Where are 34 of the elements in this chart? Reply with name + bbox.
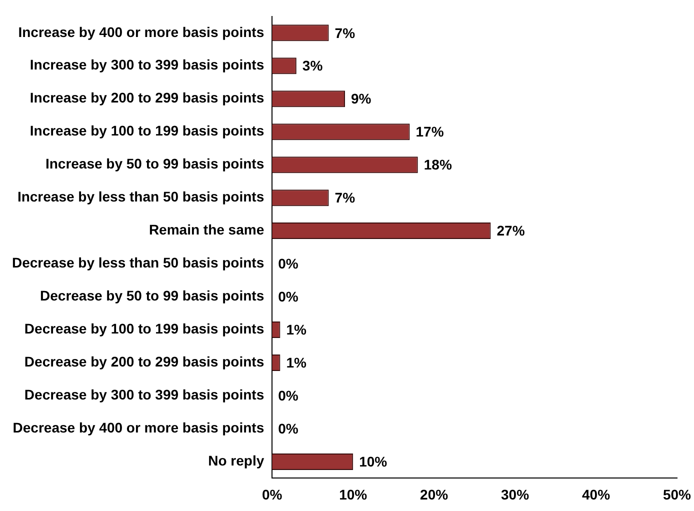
data-label: 1% — [286, 354, 307, 371]
y-tick-label: Decrease by 50 to 99 basis points — [40, 288, 264, 304]
y-tick-label: Increase by 200 to 299 basis points — [30, 90, 264, 106]
y-tick-label: Increase by 400 or more basis points — [18, 24, 264, 40]
y-tick-label: Decrease by less than 50 basis points — [12, 254, 264, 271]
data-label: 9% — [350, 90, 372, 107]
y-tick-label: Decrease by 300 to 399 basis points — [24, 386, 264, 403]
data-label: 3% — [302, 58, 324, 74]
data-label: 10% — [359, 454, 388, 470]
data-label: 18% — [424, 156, 452, 173]
x-tick-label: 40% — [582, 486, 611, 502]
data-label: 0% — [278, 256, 299, 272]
data-label: 17% — [416, 124, 444, 140]
y-tick-label: Decrease by 400 or more basis points — [12, 420, 264, 436]
y-tick-label: Remain the same — [148, 222, 264, 238]
data-label: 7% — [334, 24, 356, 41]
data-label: 0% — [278, 288, 299, 305]
x-tick-label: 20% — [420, 486, 449, 502]
y-tick-label: Increase by 300 to 399 basis points — [30, 56, 264, 73]
x-tick-label: 0% — [262, 486, 283, 502]
y-tick-label: No reply — [208, 452, 264, 469]
x-tick-label: 10% — [339, 486, 368, 502]
y-tick-label: Increase by 50 to 99 basis points — [45, 156, 264, 172]
data-label: 1% — [286, 322, 307, 338]
y-tick-label: Decrease by 100 to 199 basis points — [24, 320, 264, 337]
x-tick-label: 50% — [662, 486, 692, 502]
data-label: 0% — [278, 388, 299, 404]
y-tick-label: Increase by 100 to 199 basis points — [30, 122, 264, 139]
y-tick-label: Increase by less than 50 basis points — [17, 188, 264, 205]
y-tick-label: Decrease by 200 to 299 basis points — [24, 354, 264, 370]
data-label: 7% — [334, 190, 356, 206]
data-label: 27% — [496, 222, 526, 239]
x-tick-label: 30% — [501, 486, 530, 502]
data-label: 0% — [278, 420, 299, 437]
